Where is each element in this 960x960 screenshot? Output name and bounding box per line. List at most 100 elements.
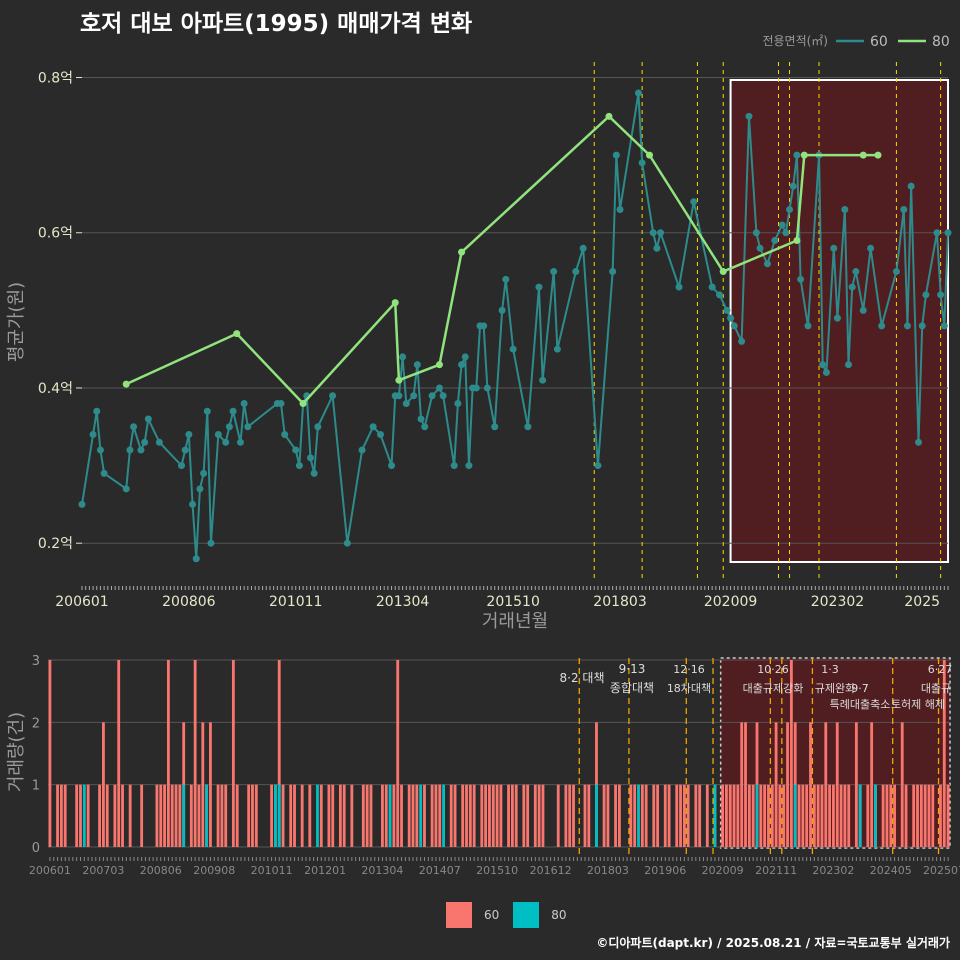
- data-point-60: [376, 431, 384, 439]
- bar-60: [514, 784, 518, 847]
- bar-60: [361, 784, 365, 847]
- data-point-60: [196, 485, 204, 493]
- x-tick-label: 201510: [486, 594, 539, 610]
- policy-label: 규제완화: [815, 682, 855, 695]
- data-point-80: [874, 151, 882, 159]
- bar-60: [767, 784, 770, 847]
- data-point-80: [435, 361, 443, 369]
- data-point-60: [867, 244, 875, 252]
- data-point-60: [236, 438, 244, 446]
- data-point-60: [940, 322, 948, 330]
- data-point-60: [594, 462, 602, 470]
- series-line-80: [125, 114, 878, 406]
- data-point-60: [907, 182, 915, 190]
- bar-60: [174, 784, 178, 847]
- bar-60: [537, 784, 541, 847]
- data-point-60: [763, 260, 771, 268]
- data-point-60: [421, 423, 429, 431]
- bar-60: [843, 784, 847, 847]
- data-point-60: [730, 322, 738, 330]
- data-point-60: [878, 322, 886, 330]
- policy-label: 1·3: [821, 663, 839, 676]
- data-point-80: [233, 330, 241, 338]
- data-point-60: [144, 415, 152, 423]
- bar-60: [488, 784, 491, 847]
- bar-60: [747, 784, 751, 847]
- bar-60: [105, 784, 109, 847]
- bar-60: [170, 784, 174, 847]
- data-point-60: [292, 446, 300, 454]
- y-tick-label: 0.6억: [38, 226, 73, 242]
- data-point-60: [314, 423, 322, 431]
- bar-60: [381, 784, 384, 847]
- x-axis-label: 거래년월: [482, 611, 548, 632]
- bar-legend-item-60: 60: [446, 902, 499, 928]
- bar-60: [900, 722, 904, 847]
- bar-60: [182, 722, 186, 847]
- bar-60: [770, 784, 774, 847]
- bar-60: [342, 784, 346, 847]
- bar-60: [468, 784, 472, 847]
- bar-60: [564, 784, 568, 847]
- data-point-60: [93, 407, 101, 415]
- data-point-60: [428, 392, 436, 400]
- bar-80: [274, 784, 277, 847]
- data-point-60: [465, 462, 473, 470]
- bar-60: [931, 784, 935, 847]
- bar-x-tick-label: 202405: [870, 864, 912, 877]
- data-point-60: [649, 229, 657, 237]
- bar-60: [663, 784, 667, 847]
- bar-60: [220, 784, 224, 847]
- bar-60: [113, 784, 117, 847]
- bar-60: [763, 784, 767, 847]
- legend-label-80: 80: [932, 34, 950, 50]
- data-point-60: [579, 244, 587, 252]
- data-point-60: [96, 446, 104, 454]
- data-point-60: [612, 151, 620, 159]
- data-point-60: [822, 368, 830, 376]
- bar-60: [797, 784, 801, 847]
- data-point-60: [657, 229, 665, 237]
- bar-60: [602, 784, 606, 847]
- data-point-80: [122, 380, 130, 388]
- bar-60: [698, 784, 702, 847]
- data-point-60: [524, 423, 532, 431]
- bar-60: [434, 784, 438, 847]
- data-point-60: [203, 407, 211, 415]
- bar-60: [277, 660, 281, 847]
- bar-60: [163, 784, 166, 847]
- bar-y-tick-label: 1: [32, 779, 40, 794]
- bar-60: [889, 784, 893, 847]
- data-point-80: [299, 399, 307, 407]
- bar-60: [595, 722, 598, 847]
- bar-60: [801, 784, 805, 847]
- bar-y-tick-label: 2: [32, 716, 40, 731]
- data-point-60: [918, 322, 926, 330]
- policy-label: 특례대출축소: [830, 698, 891, 711]
- data-point-60: [498, 306, 506, 314]
- data-point-60: [207, 539, 215, 547]
- bar-60: [178, 784, 182, 847]
- bar-60: [510, 784, 514, 847]
- data-point-60: [185, 431, 193, 439]
- y-axis-label: 평균가(원): [6, 282, 27, 362]
- data-point-60: [903, 322, 911, 330]
- data-point-60: [214, 431, 222, 439]
- bar-60: [48, 660, 52, 847]
- data-point-60: [200, 469, 208, 477]
- data-point-60: [723, 306, 731, 314]
- bar-80: [637, 784, 640, 847]
- data-point-60: [892, 268, 900, 276]
- bar-60: [98, 784, 102, 847]
- data-point-60: [100, 469, 108, 477]
- data-point-60: [225, 423, 233, 431]
- bar-60: [694, 784, 698, 847]
- data-point-60: [830, 244, 838, 252]
- data-point-60: [944, 229, 952, 237]
- bar-60: [197, 784, 201, 847]
- bar-60: [121, 784, 124, 847]
- bar-x-tick-label: 201407: [419, 864, 461, 877]
- bar-80: [205, 784, 209, 847]
- bar-60: [449, 784, 453, 847]
- data-point-60: [295, 462, 303, 470]
